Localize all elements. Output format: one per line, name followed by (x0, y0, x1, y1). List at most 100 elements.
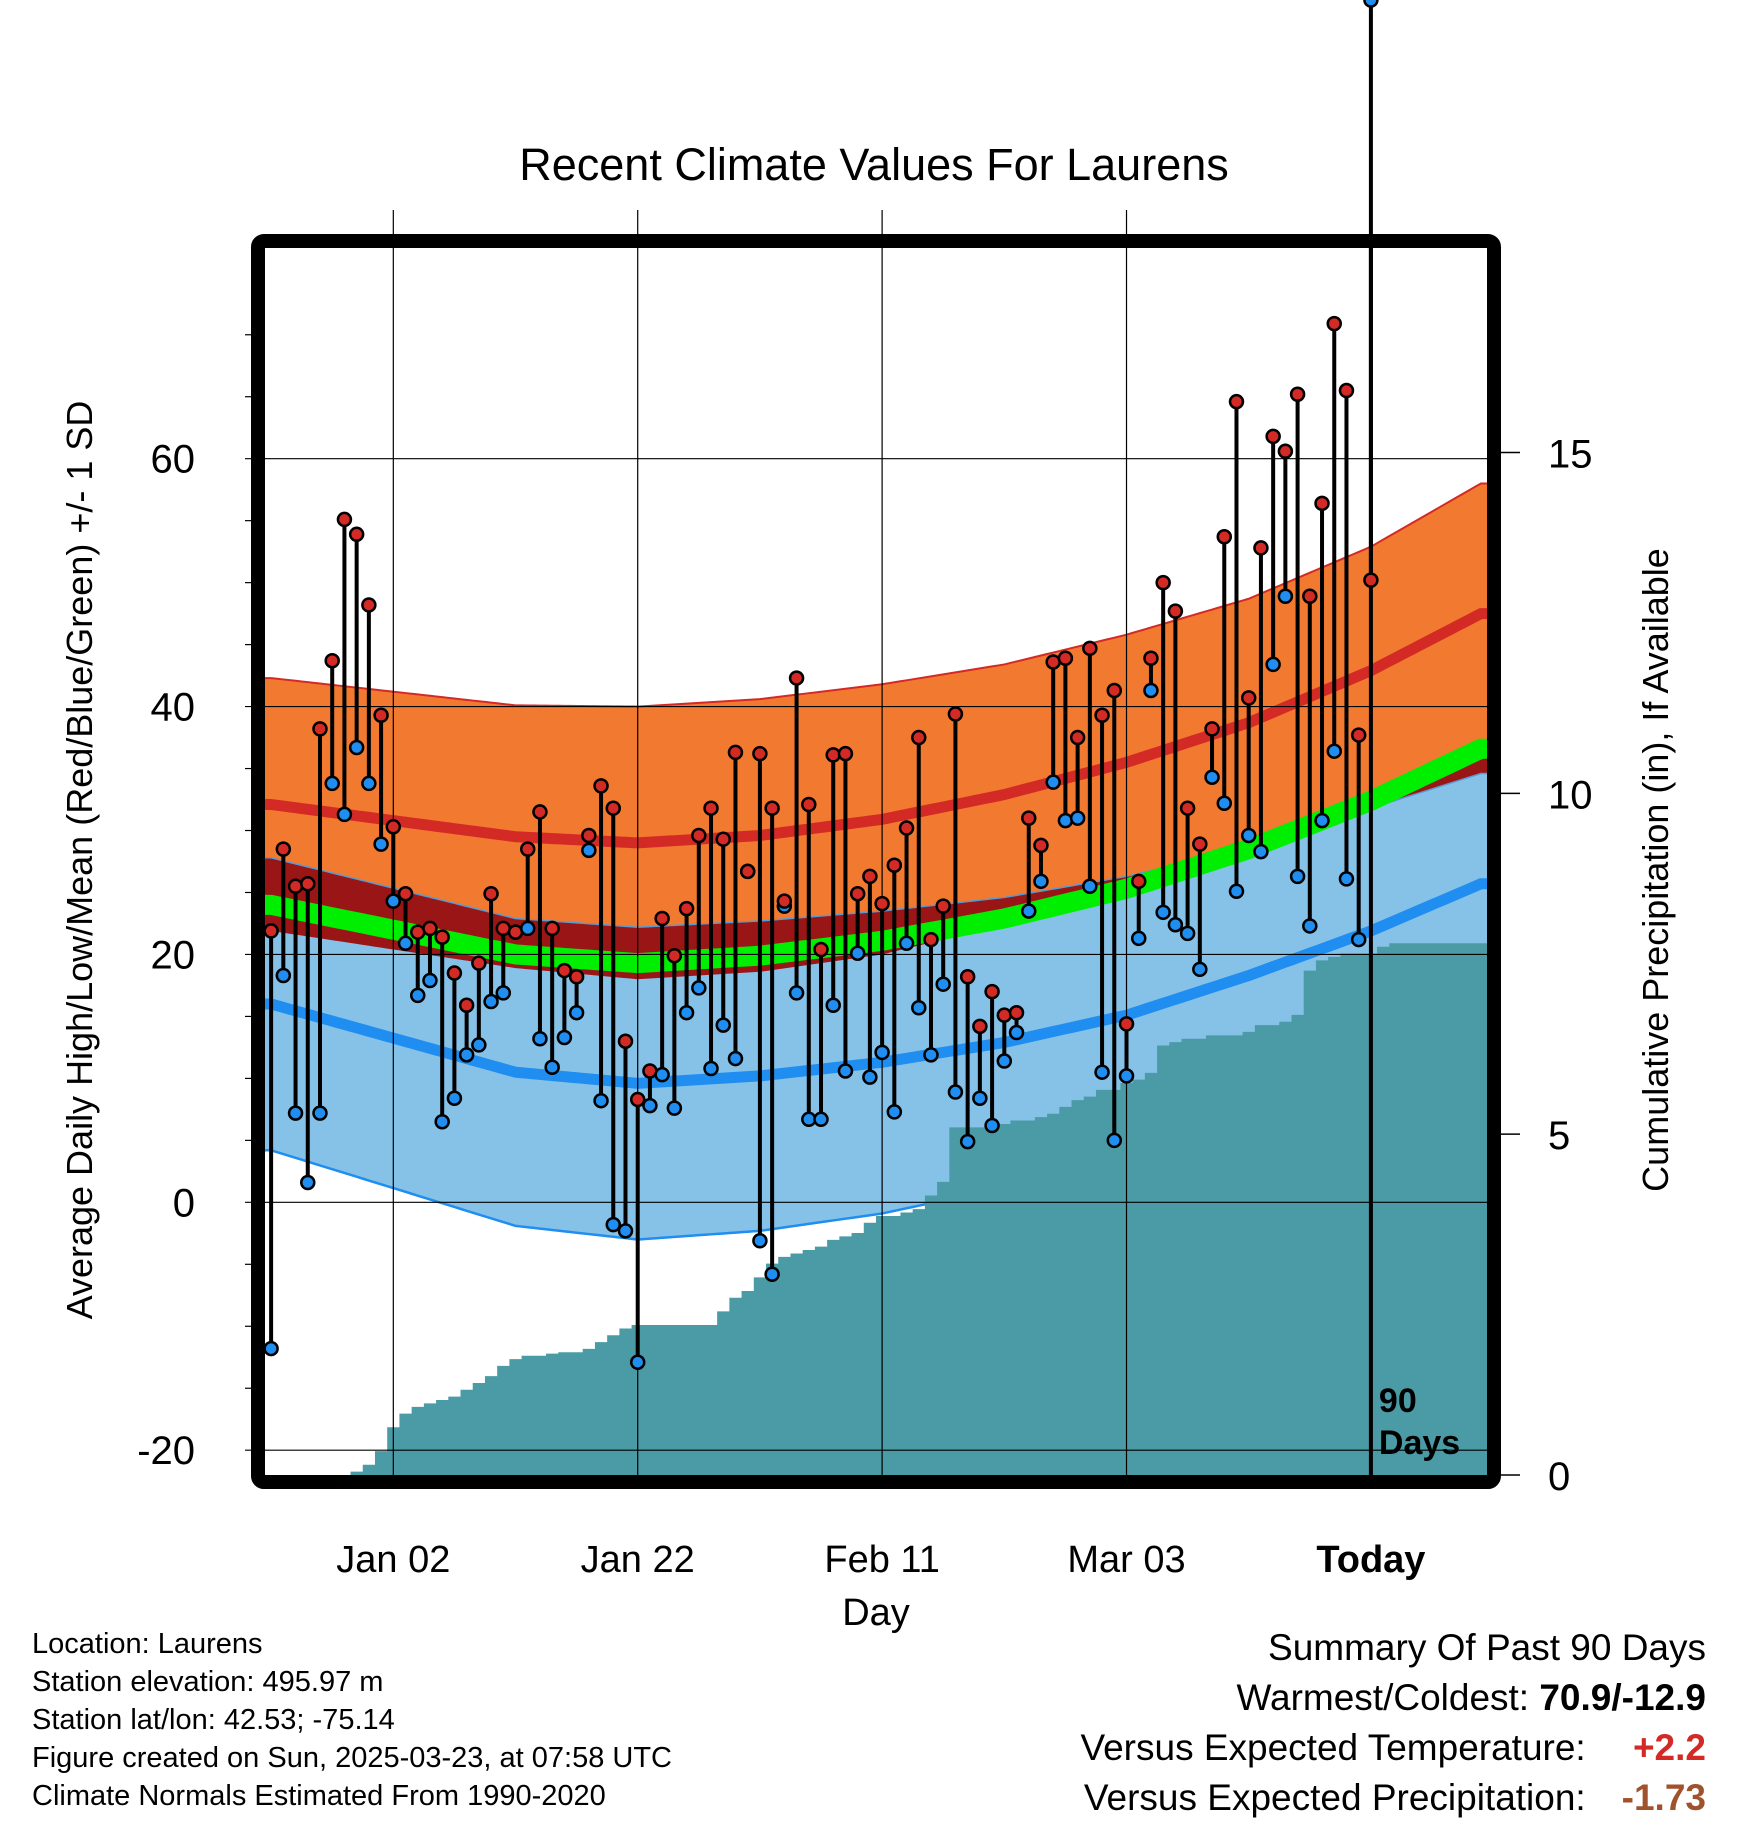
daily-low-point (862, 1069, 878, 1085)
daily-high-point (593, 778, 609, 794)
daily-high-point (996, 1007, 1013, 1023)
daily-low-point (1265, 656, 1281, 673)
x-tick-label: Today (1316, 1539, 1425, 1581)
daily-high-point (1314, 495, 1330, 512)
daily-low-point (1302, 918, 1318, 934)
daily-low-point (483, 993, 499, 1010)
daily-low-point (1155, 904, 1171, 921)
daily-low-point (1326, 743, 1342, 759)
daily-high-point (373, 707, 389, 724)
daily-high-point (654, 910, 670, 927)
daily-low-point (1167, 916, 1184, 933)
daily-low-point (898, 935, 915, 952)
daily-high-point (1118, 1016, 1135, 1032)
mean-normal-line (265, 738, 1487, 974)
daily-low-point (434, 1114, 450, 1130)
daily-high-point (764, 800, 780, 816)
daily-low-point (1094, 1064, 1110, 1080)
y-tick-label: 40 (151, 686, 196, 730)
x-tick-label: Mar 03 (1067, 1539, 1185, 1581)
x-tick-label: Feb 11 (824, 1539, 939, 1581)
daily-high-point (837, 745, 854, 762)
daily-low-point (1118, 1068, 1135, 1084)
daily-low-point (825, 997, 841, 1014)
daily-high-point (629, 1091, 646, 1108)
daily-high-point (1289, 386, 1306, 402)
normals-text: Climate Normals Estimated From 1990-2020 (32, 1780, 606, 1812)
daily-high-point (703, 800, 719, 816)
daily-low-point (1130, 930, 1147, 947)
daily-low-point (1082, 878, 1098, 895)
daily-low-point (947, 1084, 964, 1100)
daily-low-point (813, 1111, 829, 1128)
daily-low-point (275, 967, 292, 984)
created-text: Figure created on Sun, 2025-03-23, at 07… (32, 1742, 672, 1774)
daily-low-point (1338, 871, 1355, 887)
daily-high-point (275, 841, 292, 857)
daily-high-point (422, 920, 438, 937)
y-tick-label: -20 (137, 1429, 195, 1473)
daily-high-point (1192, 836, 1208, 852)
warmest-coldest-value: 70.9/-12.9 (1539, 1677, 1706, 1718)
summary-panel: Summary Of Past 90 Days Warmest/Coldest:… (1080, 1623, 1706, 1823)
chart-title: Recent Climate Values For Laurens (519, 139, 1229, 190)
high-band-top-edge (265, 482, 1487, 708)
daily-low-point (642, 1097, 658, 1114)
daily-high-point (1155, 574, 1171, 591)
daily-high-point (691, 827, 707, 844)
daily-high-point (1167, 603, 1184, 619)
daily-high-point (776, 893, 793, 909)
daily-low-point (972, 1090, 988, 1106)
daily-high-point (972, 1018, 988, 1035)
daily-low-point (1033, 873, 1049, 890)
daily-low-point (324, 775, 340, 792)
daily-low-point (996, 1053, 1013, 1069)
daily-low-point (1216, 795, 1233, 811)
daily-high-point (385, 819, 402, 835)
daily-high-point (605, 800, 622, 816)
x-axis-label: Day (842, 1592, 910, 1634)
daily-low-point (678, 1004, 695, 1021)
daily-low-point (629, 1354, 646, 1370)
daily-low-point (1021, 903, 1037, 919)
daily-low-point (422, 972, 438, 989)
daily-high-point (568, 969, 585, 985)
daily-high-point (1228, 393, 1245, 410)
daily-high-point (788, 670, 805, 686)
y2-tick-label: 10 (1548, 773, 1593, 817)
daily-high-point (1069, 729, 1086, 746)
daily-low-point (1277, 588, 1294, 605)
daily-low-point (1057, 812, 1074, 829)
daily-high-point (544, 920, 560, 937)
daily-low-point (874, 1044, 890, 1061)
daily-high-point (1094, 707, 1110, 724)
y2-tick-label: 5 (1548, 1114, 1570, 1158)
daily-low-point (752, 1233, 768, 1249)
daily-high-point (935, 898, 951, 914)
daily-high-point (581, 827, 597, 844)
high-normal-line (265, 608, 1487, 849)
daily-low-point (544, 1059, 560, 1075)
daily-high-point (739, 863, 756, 880)
daily-low-point (1228, 883, 1245, 899)
y-tick-label: 20 (151, 933, 196, 977)
daily-low-point (691, 980, 707, 996)
daily-high-point (471, 955, 487, 971)
daily-high-point (984, 983, 1000, 1000)
daily-low-point (617, 1223, 634, 1239)
daily-low-point (471, 1037, 487, 1053)
daily-high-point (923, 931, 939, 948)
daily-low-point (715, 1017, 731, 1033)
daily-high-point (336, 511, 353, 528)
daily-low-point (666, 1100, 683, 1116)
daily-low-point (568, 1004, 585, 1021)
daily-high-point (1057, 650, 1074, 666)
location-text: Location: Laurens (32, 1628, 263, 1660)
daily-low-point (1179, 925, 1196, 942)
daily-high-point (947, 706, 964, 722)
warmest-coldest-label: Warmest/Coldest: (1236, 1677, 1540, 1718)
y2-axis-label: Cumulative Precipitation (in), If Availa… (1635, 548, 1676, 1192)
daily-high-point (862, 868, 878, 885)
daily-low-point (385, 893, 402, 909)
